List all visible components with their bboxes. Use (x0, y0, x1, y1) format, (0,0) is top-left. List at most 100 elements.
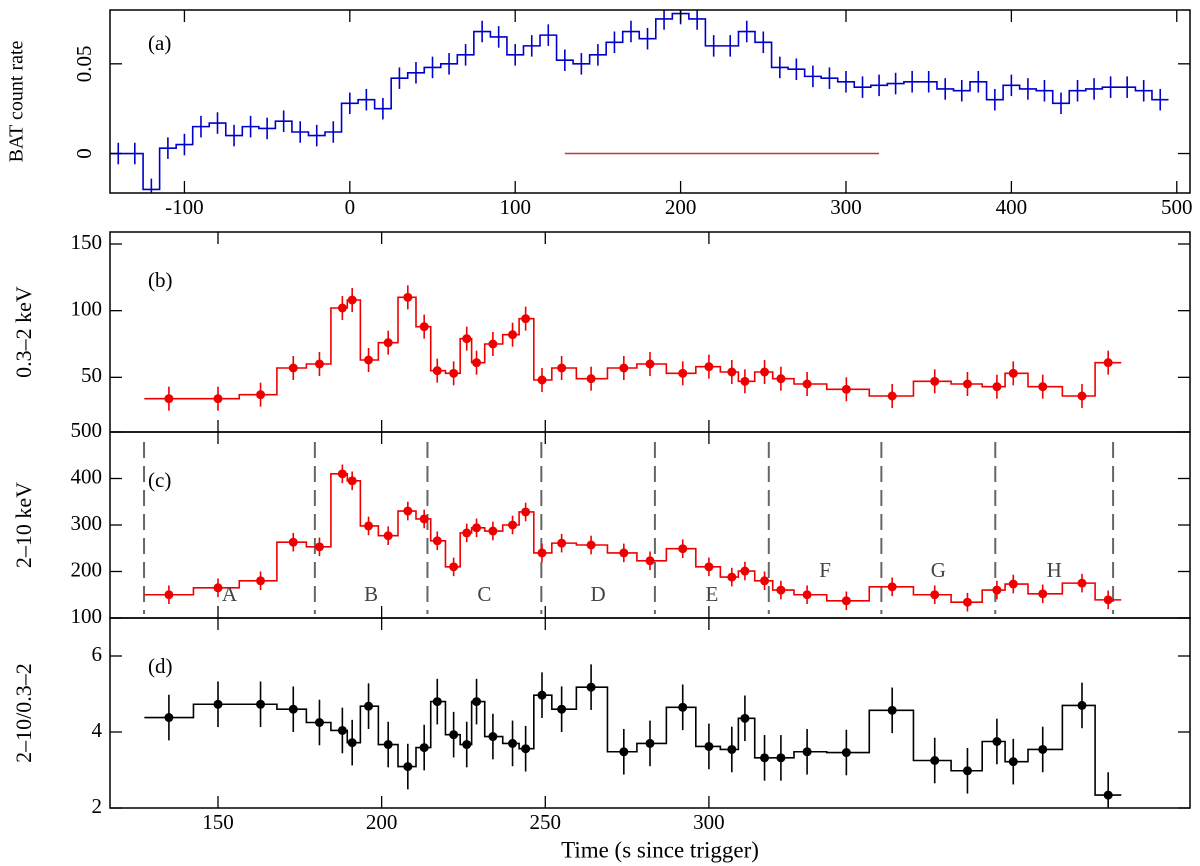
data-point (727, 367, 737, 377)
data-point (403, 506, 413, 516)
data-point (704, 562, 714, 572)
data-point (776, 374, 786, 384)
data-point (586, 682, 596, 692)
data-point (432, 366, 442, 376)
segment-label: C (477, 582, 491, 606)
data-point (727, 744, 737, 754)
frame (109, 231, 1191, 433)
data-point (557, 363, 567, 373)
plot-area (143, 442, 1122, 614)
data-point (508, 330, 518, 340)
data-point (314, 718, 324, 727)
data-point (802, 747, 812, 757)
data-point (930, 756, 940, 765)
data-point (256, 576, 266, 586)
data-point (704, 362, 714, 372)
data-point (1008, 579, 1018, 589)
y-tick-label: 0.05 (72, 45, 96, 82)
data-point (645, 359, 655, 369)
y-tick-label: 100 (71, 296, 103, 320)
frame (109, 9, 1191, 194)
data-point (1077, 700, 1087, 710)
data-point (508, 520, 518, 530)
data-point (1008, 757, 1018, 767)
data-point (364, 701, 374, 711)
frame (109, 617, 1191, 809)
data-point (760, 576, 770, 586)
y-tick-label: 200 (71, 557, 103, 581)
y-tick-label: 0 (72, 148, 96, 159)
data-point (432, 536, 442, 546)
data-point (521, 507, 531, 517)
data-point (740, 376, 750, 386)
segment-label: F (819, 558, 831, 582)
data-point (419, 514, 429, 524)
segment-label: B (364, 582, 378, 606)
data-point (992, 737, 1002, 746)
x-tick-label: 200 (665, 195, 697, 219)
segment-label: G (931, 558, 946, 582)
data-point (419, 322, 429, 332)
data-point (164, 394, 174, 404)
x-tick-label: 0 (345, 195, 356, 219)
data-point (288, 704, 298, 714)
data-point (432, 697, 442, 707)
data-point (930, 590, 940, 600)
data-point (537, 375, 547, 385)
data-point (337, 303, 347, 313)
data-point (1038, 382, 1048, 392)
x-tick-label: 500 (1161, 195, 1193, 219)
data-point (586, 540, 596, 550)
segment-label: H (1047, 558, 1062, 582)
plot-area (110, 10, 1169, 193)
plot-area (144, 285, 1122, 411)
data-point (962, 766, 972, 776)
data-point (256, 390, 266, 400)
data-point (508, 738, 518, 748)
data-point (678, 368, 688, 378)
data-point (472, 697, 482, 707)
data-point (740, 566, 750, 576)
data-point (887, 582, 897, 592)
step-line (144, 296, 1122, 400)
panel-label: (d) (148, 654, 173, 678)
data-point (557, 704, 567, 714)
data-point (841, 384, 851, 394)
step-line (110, 12, 1169, 191)
x-tick-label: 250 (530, 810, 562, 834)
data-point (403, 762, 413, 772)
data-point (347, 476, 357, 486)
plot-area (144, 664, 1122, 808)
panel-label: (a) (148, 31, 171, 55)
data-point (364, 521, 374, 531)
data-point (364, 355, 374, 365)
y-tick-label: 4 (92, 718, 103, 742)
y-axis-label: 2–10 keV (11, 482, 36, 568)
data-point (213, 699, 223, 709)
data-point (164, 590, 174, 600)
data-point (449, 730, 459, 740)
data-point (403, 292, 413, 302)
segment-label: A (222, 582, 238, 606)
x-tick-label: 300 (830, 195, 862, 219)
data-point (337, 469, 347, 479)
data-point (256, 699, 266, 709)
data-point (760, 753, 770, 763)
data-point (488, 732, 498, 742)
panel-label: (b) (148, 268, 173, 292)
x-tick-label: 200 (366, 810, 398, 834)
data-point (383, 740, 393, 750)
segment-label: E (705, 582, 718, 606)
step-line (144, 686, 1122, 796)
data-point (337, 725, 347, 735)
data-point (213, 394, 223, 404)
data-point (472, 358, 482, 368)
y-axis-label: 0.3–2 keV (11, 286, 36, 378)
data-point (1077, 578, 1087, 588)
data-point (962, 379, 972, 389)
data-point (521, 314, 531, 324)
data-point (521, 744, 531, 754)
panel-label: (c) (148, 468, 171, 492)
data-point (314, 359, 324, 369)
data-point (288, 363, 298, 373)
